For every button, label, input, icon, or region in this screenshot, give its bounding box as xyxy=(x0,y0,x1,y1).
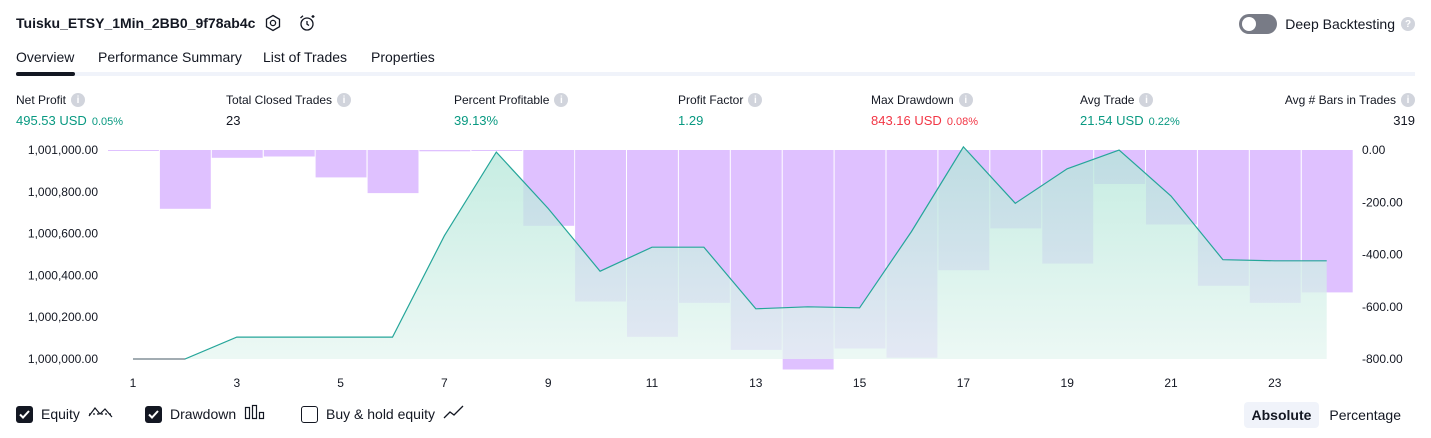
drawdown-bar xyxy=(367,150,419,194)
info-icon[interactable]: i xyxy=(1401,93,1415,107)
drawdown-bar xyxy=(471,150,523,151)
x-axis-tick-label: 13 xyxy=(749,376,763,390)
metric-value: 21.54 USD xyxy=(1080,113,1144,128)
x-axis-tick-label: 3 xyxy=(233,376,240,390)
info-icon[interactable]: i xyxy=(554,93,569,107)
absolute-button[interactable]: Absolute xyxy=(1243,402,1320,428)
active-tab-indicator xyxy=(16,72,75,76)
deep-backtesting: Deep Backtesting ? xyxy=(1239,12,1415,36)
metric-percent: 0.05% xyxy=(91,116,124,128)
alarm-add-icon[interactable] xyxy=(297,13,317,33)
metric-percent: 0.22% xyxy=(1148,116,1180,128)
x-axis-tick-label: 7 xyxy=(441,376,448,390)
x-axis-tick-label: 17 xyxy=(957,376,971,390)
buy-hold-checkbox[interactable] xyxy=(301,405,318,423)
info-icon[interactable]: i xyxy=(337,93,352,107)
metric-label: Percent Profitable xyxy=(454,93,550,107)
x-axis-tick-label: 15 xyxy=(853,376,867,390)
drawdown-bar xyxy=(263,150,315,157)
tab-performance-summary[interactable]: Performance Summary xyxy=(98,49,242,65)
metric-net-profit: Net Profit i 495.53 USD 0.05% xyxy=(16,93,123,128)
info-icon[interactable]: i xyxy=(958,93,973,107)
left-axis-tick-label: 1,000,200.00 xyxy=(28,310,98,324)
right-axis-tick-label: -200.00 xyxy=(1362,195,1403,209)
legend-drawdown-label: Drawdown xyxy=(170,406,237,422)
metric-percent: 0.08% xyxy=(946,116,979,128)
metric-label: Total Closed Trades xyxy=(226,93,333,107)
metric-label: Max Drawdown xyxy=(871,93,954,107)
metric-value: 23 xyxy=(226,113,241,128)
legend-equity-label: Equity xyxy=(41,406,80,422)
metric-value: 1.29 xyxy=(678,113,704,128)
question-icon[interactable]: ? xyxy=(1401,17,1415,31)
tab-overview[interactable]: Overview xyxy=(16,49,75,65)
metric-percent-profitable: Percent Profitable i 39.13% xyxy=(454,93,569,128)
equity-checkbox[interactable] xyxy=(16,405,33,423)
metric-avg-bars-in-trades: Avg # Bars in Trades i 319 xyxy=(1285,93,1415,128)
x-axis-tick-label: 23 xyxy=(1268,376,1282,390)
left-axis-tick-label: 1,000,800.00 xyxy=(28,185,98,199)
right-axis-tick-label: -600.00 xyxy=(1362,300,1403,314)
equity-area xyxy=(133,146,1327,359)
deep-backtesting-label: Deep Backtesting xyxy=(1285,16,1395,32)
metric-value: 319 xyxy=(1393,113,1415,128)
strategy-title: Tuisku_ETSY_1Min_2BB0_9f78ab4c xyxy=(16,15,256,31)
metric-label: Avg # Bars in Trades xyxy=(1284,93,1396,107)
legend-buy-hold[interactable]: Buy & hold equity xyxy=(301,403,465,425)
right-axis-tick-label: -800.00 xyxy=(1362,352,1403,366)
legend-buy-hold-label: Buy & hold equity xyxy=(326,406,435,422)
tab-list-of-trades[interactable]: List of Trades xyxy=(263,49,348,65)
metric-label: Profit Factor xyxy=(678,93,744,107)
left-axis-tick-label: 1,000,000.00 xyxy=(28,352,98,366)
drawdown-bars-icon xyxy=(244,404,266,425)
drawdown-checkbox[interactable] xyxy=(145,405,162,423)
x-axis-tick-label: 19 xyxy=(1061,376,1075,390)
metric-value: 843.16 USD xyxy=(871,113,942,128)
toggle-knob xyxy=(1242,17,1257,31)
drawdown-bar xyxy=(108,150,159,151)
x-axis-tick-label: 9 xyxy=(545,376,552,390)
x-axis-tick-label: 11 xyxy=(646,376,659,390)
metric-avg-trade: Avg Trade i 21.54 USD 0.22% xyxy=(1080,93,1180,128)
left-axis-tick-label: 1,001,000.00 xyxy=(28,143,98,157)
legend-drawdown[interactable]: Drawdown xyxy=(145,403,266,425)
drawdown-bar xyxy=(159,150,211,209)
drawdown-bar xyxy=(315,150,367,178)
metric-value: 39.13% xyxy=(454,113,499,128)
metric-max-drawdown: Max Drawdown i 843.16 USD 0.08% xyxy=(871,93,978,128)
deep-backtesting-toggle[interactable] xyxy=(1239,14,1278,34)
metric-label: Net Profit xyxy=(16,93,67,107)
x-axis-tick-label: 5 xyxy=(337,376,344,390)
equity-line xyxy=(133,145,1327,360)
x-axis-tick-label: 21 xyxy=(1164,376,1178,390)
metric-profit-factor: Profit Factor i 1.29 xyxy=(678,93,763,128)
right-axis-tick-label: 0.00 xyxy=(1362,143,1386,157)
buy-hold-line-icon xyxy=(443,404,465,425)
metric-value: 495.53 USD xyxy=(16,113,87,128)
metric-total-closed-trades: Total Closed Trades i 23 xyxy=(226,93,352,128)
left-axis-tick-label: 1,000,400.00 xyxy=(28,268,98,282)
drawdown-bar xyxy=(211,150,263,158)
gear-icon[interactable] xyxy=(263,13,283,33)
tabs-divider xyxy=(16,72,1415,76)
drawdown-bar xyxy=(419,150,471,152)
left-axis-tick-label: 1,000,600.00 xyxy=(28,227,98,241)
equity-drawdown-chart: 1,000,000.00 1,000,200.00 1,000,400.00 1,00… xyxy=(28,143,1403,390)
scale-mode-switch: Absolute Percentage xyxy=(1243,401,1410,429)
equity-line-icon xyxy=(88,404,114,425)
right-axis-tick-label: -400.00 xyxy=(1362,248,1403,262)
info-icon[interactable]: i xyxy=(71,93,86,107)
x-axis-tick-label: 1 xyxy=(130,376,137,390)
percentage-button[interactable]: Percentage xyxy=(1329,407,1401,423)
info-icon[interactable]: i xyxy=(748,93,763,107)
tab-properties[interactable]: Properties xyxy=(371,49,435,65)
legend-equity[interactable]: Equity xyxy=(16,403,114,425)
info-icon[interactable]: i xyxy=(1139,93,1154,107)
top-bar: Tuisku_ETSY_1Min_2BB0_9f78ab4c Deep Back… xyxy=(16,12,1415,36)
metric-label: Avg Trade xyxy=(1080,93,1135,107)
